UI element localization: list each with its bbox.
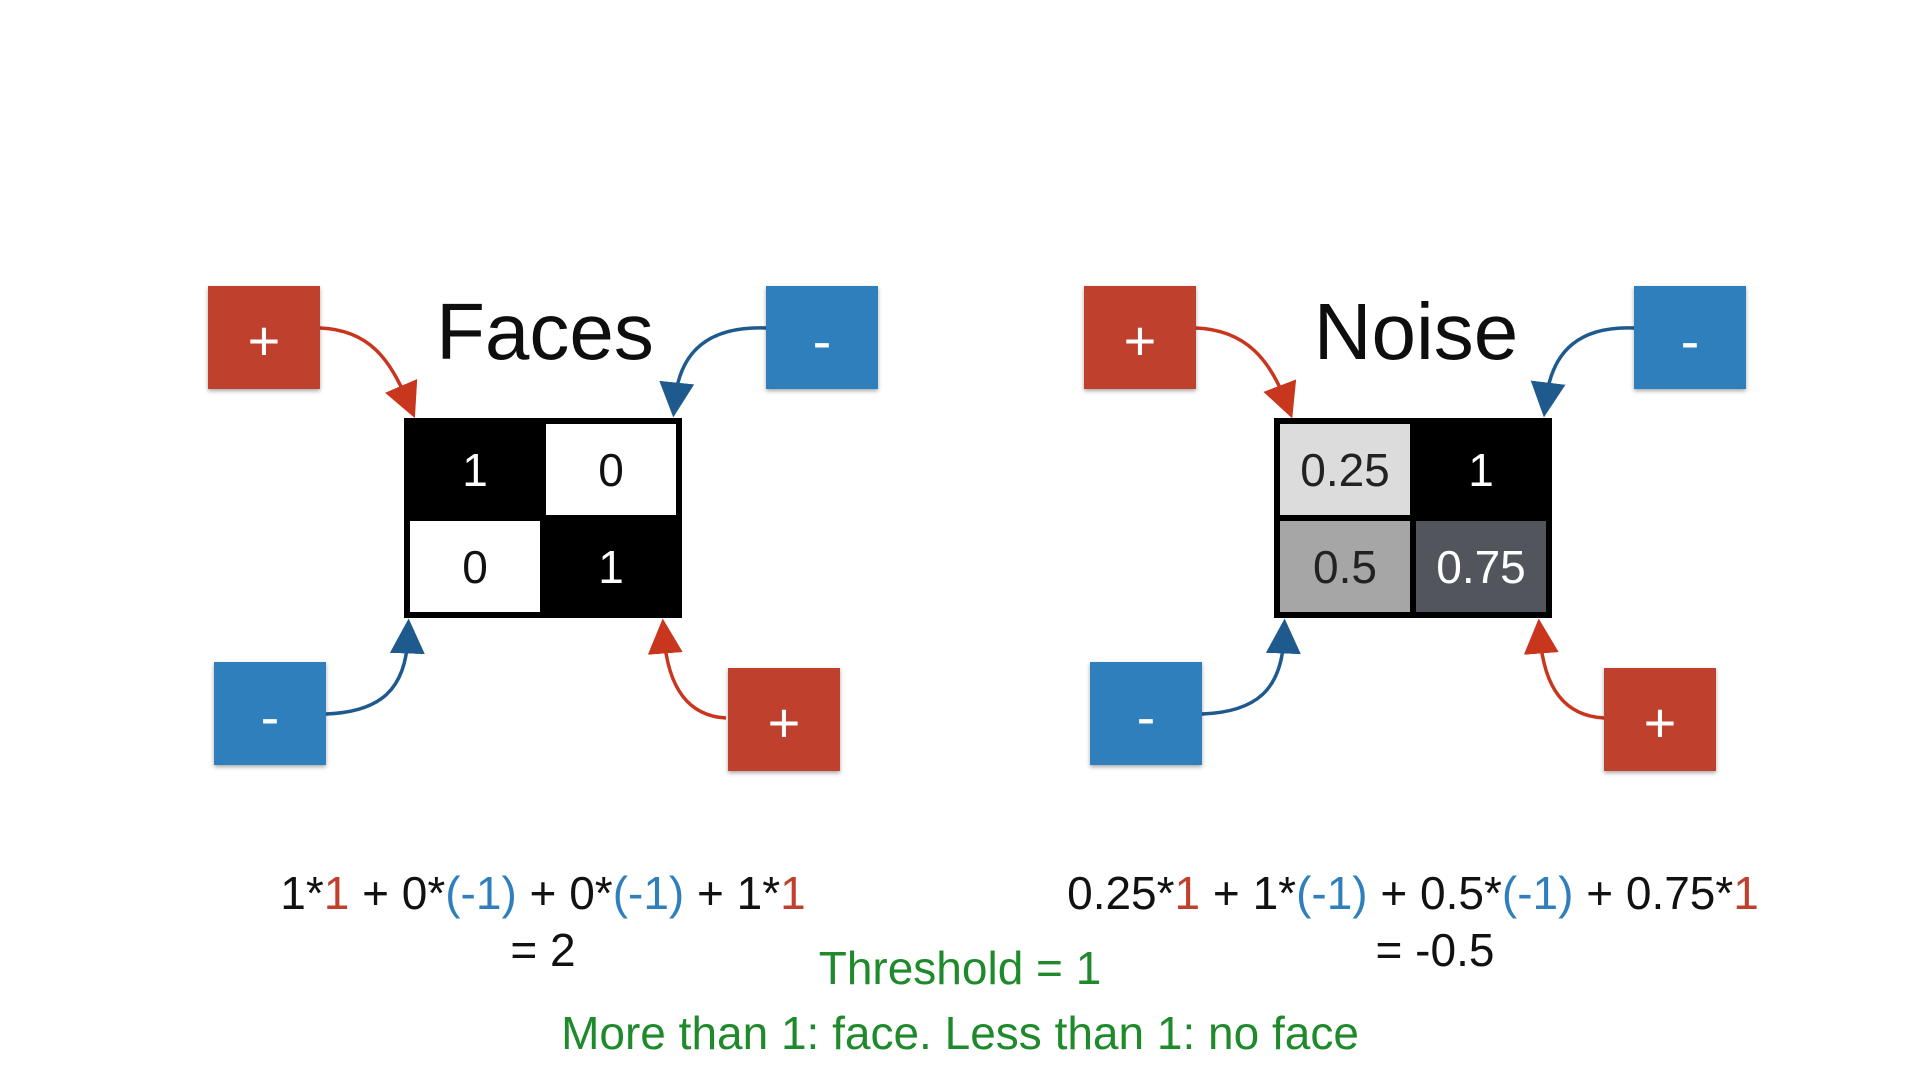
faces-plus-box-bottom-right: + bbox=[728, 668, 840, 771]
weight-plus: 1 bbox=[780, 867, 806, 919]
weight-minus: (-1) bbox=[612, 867, 685, 919]
minus-sign: - bbox=[1680, 308, 1700, 372]
faces-minus-box-bottom-left: - bbox=[214, 662, 326, 765]
equation-term: + 0.75* bbox=[1573, 867, 1734, 919]
noise-equation: 0.25*1 + 1*(-1) + 0.5*(-1) + 0.75*1 bbox=[1048, 865, 1778, 921]
plus-sign: + bbox=[1123, 308, 1157, 372]
noise-cell: 0.25 bbox=[1280, 424, 1410, 515]
noise-minus-box-bottom-left: - bbox=[1090, 662, 1202, 765]
noise-plus-box-top-left: + bbox=[1084, 286, 1196, 389]
arrow-noise-bottom-left bbox=[1201, 618, 1301, 716]
faces-plus-box-top-left: + bbox=[208, 286, 320, 389]
weight-minus: (-1) bbox=[1296, 867, 1368, 919]
minus-sign: - bbox=[260, 684, 280, 748]
noise-minus-box-top-right: - bbox=[1634, 286, 1746, 389]
faces-cell: 0 bbox=[546, 424, 676, 515]
equation-term: + 0* bbox=[349, 867, 446, 919]
arrow-faces-top-right bbox=[659, 326, 767, 418]
faces-pixel-grid: 1 0 0 1 bbox=[404, 418, 682, 618]
noise-cell: 0.5 bbox=[1280, 521, 1410, 612]
arrow-noise-top-left bbox=[1195, 326, 1297, 419]
weight-minus: (-1) bbox=[445, 867, 517, 919]
noise-title: Noise bbox=[1313, 287, 1519, 376]
faces-cell: 0 bbox=[410, 521, 540, 612]
plus-sign: + bbox=[247, 308, 281, 372]
arrow-faces-bottom-right bbox=[647, 618, 727, 720]
plus-sign: + bbox=[1643, 690, 1677, 754]
weight-plus: 1 bbox=[1174, 867, 1201, 919]
weight-plus: 1 bbox=[1733, 867, 1759, 919]
weight-minus: (-1) bbox=[1501, 867, 1574, 919]
equation-term: + 0* bbox=[516, 867, 613, 919]
equation-term: 0.25* bbox=[1067, 867, 1175, 919]
arrow-faces-bottom-left bbox=[325, 618, 425, 716]
faces-equation: 1*1 + 0*(-1) + 0*(-1) + 1*1 bbox=[268, 865, 818, 921]
faces-title: Faces bbox=[436, 287, 654, 376]
decision-rule: More than 1: face. Less than 1: no face bbox=[561, 1007, 1359, 1059]
faces-result: = 2 bbox=[510, 924, 576, 976]
equation-term: + 0.5* bbox=[1367, 867, 1502, 919]
noise-cell: 0.75 bbox=[1416, 521, 1546, 612]
noise-plus-box-bottom-right: + bbox=[1604, 668, 1716, 771]
faces-cell: 1 bbox=[546, 521, 676, 612]
minus-sign: - bbox=[812, 308, 832, 372]
faces-minus-box-top-right: - bbox=[766, 286, 878, 389]
faces-cell: 1 bbox=[410, 424, 540, 515]
weight-plus: 1 bbox=[323, 867, 350, 919]
noise-pixel-grid: 0.25 1 0.5 0.75 bbox=[1274, 418, 1552, 618]
noise-cell: 1 bbox=[1416, 424, 1546, 515]
equation-term: 1* bbox=[280, 867, 324, 919]
equation-term: + 1* bbox=[1200, 867, 1297, 919]
minus-sign: - bbox=[1136, 684, 1156, 748]
arrow-noise-top-right bbox=[1530, 326, 1635, 418]
plus-sign: + bbox=[767, 690, 801, 754]
equation-term: + 1* bbox=[684, 867, 781, 919]
noise-result: = -0.5 bbox=[1375, 924, 1495, 976]
threshold-label: Threshold = 1 bbox=[818, 942, 1102, 994]
arrow-noise-bottom-right bbox=[1523, 618, 1605, 720]
arrow-faces-top-left bbox=[319, 326, 418, 419]
